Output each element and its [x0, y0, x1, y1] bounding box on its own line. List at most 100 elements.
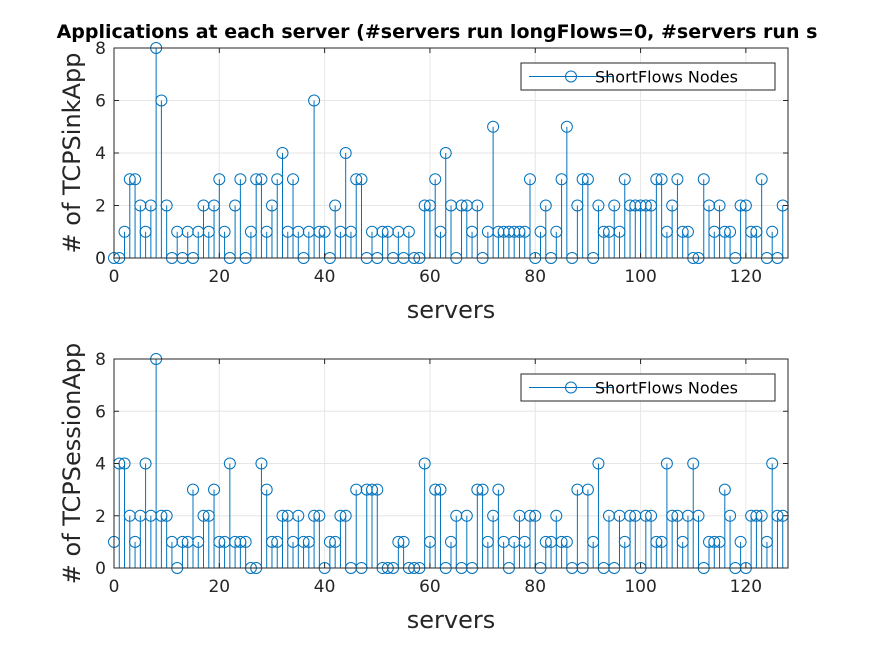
top-x-axis-label: servers	[407, 296, 495, 324]
bottom-stem-marker	[208, 483, 221, 496]
bottom-stem-marker	[239, 535, 252, 548]
top-panel-sinkapp: 0 20 40 60 80 100 120 0 2 4 6 8 servers # of TCPSin…	[58, 39, 789, 324]
bottom-stem-marker	[223, 457, 236, 470]
bottom-stem-marker	[476, 483, 489, 496]
bottom-x-axis-label: servers	[407, 606, 495, 634]
top-stem-marker	[697, 173, 710, 186]
bottom-stem-marker	[734, 535, 747, 548]
bottom-stem-marker	[724, 509, 737, 522]
top-stem-marker	[471, 199, 484, 212]
bottom-y-tick-label: 8	[95, 350, 106, 370]
bottom-legend: ShortFlows Nodes	[520, 373, 776, 402]
top-legend-label: ShortFlows Nodes	[595, 68, 738, 87]
top-stem-marker	[618, 173, 631, 186]
top-stem-marker	[439, 147, 452, 159]
bottom-legend-label: ShortFlows Nodes	[595, 379, 738, 398]
bottom-stem-marker	[260, 483, 273, 496]
top-stem-marker	[129, 173, 142, 186]
bottom-stem-marker	[592, 457, 605, 470]
top-y-axis-label: # of TCPSinkApp	[58, 53, 86, 254]
top-y-tick-label: 6	[95, 92, 106, 112]
top-legend-marker	[565, 70, 577, 83]
top-stem-marker	[655, 173, 668, 186]
bottom-stem-marker	[560, 535, 573, 548]
bottom-x-tick-label: 0	[109, 577, 120, 597]
top-stem-marker	[487, 120, 500, 133]
bottom-y-axis-label: # of TCPSessionApp	[58, 343, 86, 584]
top-stem-marker	[523, 173, 536, 186]
bottom-stem-marker	[766, 457, 779, 470]
bottom-x-tick-label: 20	[208, 577, 230, 597]
top-stem-marker	[539, 199, 552, 212]
bottom-stem-marker	[418, 457, 431, 470]
top-stem-marker	[276, 147, 289, 159]
top-stem-marker	[218, 225, 231, 238]
top-legend: ShortFlows Nodes	[520, 62, 776, 91]
bottom-stem-marker	[550, 509, 563, 522]
bottom-stem-marker	[687, 457, 700, 470]
top-y-tick-label: 2	[95, 197, 106, 217]
top-y-tick-label: 8	[95, 39, 106, 59]
top-stem-marker	[234, 173, 247, 186]
bottom-ticks: 0 20 40 60 80 100 120 0 2 4 6 8	[95, 350, 788, 597]
top-stem-marker	[287, 173, 300, 186]
bottom-stem-marker	[645, 509, 658, 522]
top-x-tick-label: 120	[730, 267, 762, 287]
top-stem-marker	[581, 173, 594, 186]
bottom-x-tick-label: 40	[314, 577, 336, 597]
bottom-stem-marker	[118, 457, 131, 470]
bottom-stem-marker	[186, 483, 199, 496]
bottom-stem-marker	[139, 457, 152, 470]
top-stem-marker	[160, 199, 173, 212]
bottom-legend-marker	[565, 381, 577, 394]
bottom-stem-marker	[397, 535, 410, 548]
top-stems	[108, 42, 789, 264]
top-stem-marker	[308, 94, 321, 107]
top-stem-marker	[766, 225, 779, 238]
top-x-tick-label: 80	[524, 267, 546, 287]
top-stem-marker	[739, 199, 752, 212]
top-x-tick-label: 40	[314, 267, 336, 287]
chart-title: Applications at each server (#servers ru…	[57, 21, 818, 43]
top-stem-marker	[560, 120, 573, 133]
top-stem-marker	[329, 199, 342, 212]
top-stem-marker	[713, 199, 726, 212]
bottom-stem-marker	[581, 483, 594, 496]
top-x-tick-label: 60	[419, 267, 441, 287]
bottom-panel-sessionapp: 0 20 40 60 80 100 120 0 2 4 6 8 servers # of TCPSes…	[58, 343, 789, 634]
bottom-x-tick-label: 80	[524, 577, 546, 597]
bottom-stem-marker	[718, 483, 731, 496]
top-x-tick-label: 0	[109, 267, 120, 287]
top-stem-marker	[592, 199, 605, 212]
top-x-tick-label: 20	[208, 267, 230, 287]
bottom-y-tick-label: 4	[95, 455, 106, 475]
bottom-stem-marker	[339, 509, 352, 522]
bottom-stem-marker	[660, 457, 673, 470]
top-ticks: 0 20 40 60 80 100 120 0 2 4 6 8	[95, 39, 788, 287]
bottom-stem-marker	[160, 509, 173, 522]
top-y-tick-label: 0	[95, 249, 106, 269]
top-stem-marker	[318, 225, 331, 238]
top-stem-marker	[755, 173, 768, 186]
top-x-tick-label: 100	[624, 267, 656, 287]
top-stem-marker	[429, 173, 442, 186]
top-stem-marker	[608, 199, 621, 212]
bottom-stem-marker	[692, 509, 705, 522]
bottom-x-tick-label: 100	[624, 577, 656, 597]
top-stem-marker	[255, 173, 268, 186]
top-stem-marker	[724, 225, 737, 238]
bottom-y-tick-label: 0	[95, 559, 106, 579]
top-stem-marker	[339, 147, 352, 159]
bottom-x-tick-label: 60	[419, 577, 441, 597]
top-stem-marker	[671, 173, 684, 186]
bottom-stem-marker	[529, 509, 542, 522]
bottom-stem-marker	[371, 483, 384, 496]
top-stem-marker	[681, 225, 694, 238]
top-stem-marker	[213, 173, 226, 186]
bottom-stem-marker	[755, 509, 768, 522]
bottom-stems	[108, 353, 789, 574]
bottom-x-tick-label: 120	[730, 577, 762, 597]
bottom-stem-marker	[255, 457, 268, 470]
bottom-stem-marker	[292, 509, 305, 522]
bottom-stem-marker	[492, 483, 505, 496]
